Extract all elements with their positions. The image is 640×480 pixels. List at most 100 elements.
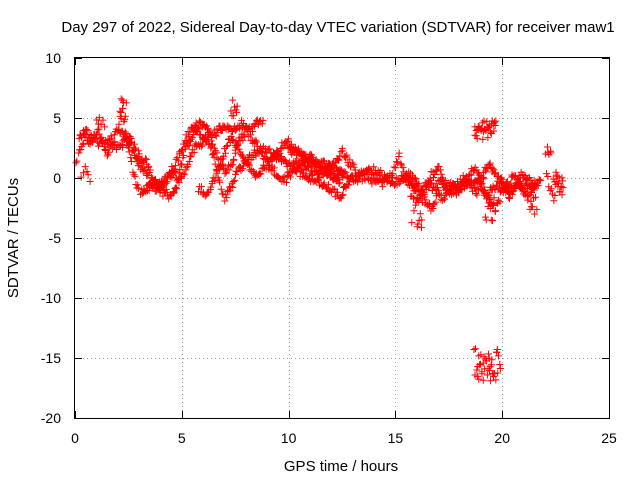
data-point xyxy=(119,127,127,135)
data-point xyxy=(490,118,498,126)
data-point xyxy=(340,168,348,176)
data-point xyxy=(156,182,164,190)
data-point xyxy=(477,178,485,186)
data-point xyxy=(476,179,484,187)
data-point xyxy=(484,165,492,173)
data-point xyxy=(221,170,229,178)
data-point xyxy=(448,191,456,199)
data-point xyxy=(258,120,266,128)
data-point xyxy=(384,173,392,181)
data-point xyxy=(221,149,229,157)
data-point xyxy=(420,190,428,198)
data-point xyxy=(343,151,351,159)
data-point xyxy=(498,175,506,183)
data-point xyxy=(472,189,480,197)
y-tick-label: 0 xyxy=(53,170,61,186)
data-point xyxy=(345,181,353,189)
data-point xyxy=(393,158,401,166)
data-point xyxy=(418,216,426,224)
data-point xyxy=(180,151,188,159)
data-point xyxy=(505,193,513,201)
data-point xyxy=(426,176,434,184)
data-point xyxy=(134,155,142,163)
data-point xyxy=(283,172,291,180)
data-point xyxy=(172,184,180,192)
data-point xyxy=(167,171,175,179)
data-point xyxy=(485,367,493,375)
data-point xyxy=(137,162,145,170)
data-point xyxy=(406,175,414,183)
data-point xyxy=(324,181,332,189)
data-point xyxy=(252,138,260,146)
data-point xyxy=(473,366,481,374)
data-point xyxy=(558,174,566,182)
data-point xyxy=(338,191,346,199)
data-point xyxy=(206,130,214,138)
data-point xyxy=(86,131,94,139)
data-point xyxy=(414,220,422,228)
data-point xyxy=(490,194,498,202)
data-point xyxy=(512,182,520,190)
data-point xyxy=(287,173,295,181)
chart-title: Day 297 of 2022, Sidereal Day-to-day VTE… xyxy=(61,19,614,36)
data-point xyxy=(285,159,293,167)
data-point xyxy=(436,166,444,174)
data-point xyxy=(237,167,245,175)
data-point xyxy=(508,190,516,198)
data-point xyxy=(101,147,109,155)
data-point xyxy=(284,135,292,143)
data-point xyxy=(316,174,324,182)
data-point xyxy=(471,345,479,353)
data-point xyxy=(466,170,474,178)
data-point xyxy=(495,179,503,187)
data-point xyxy=(181,170,189,178)
data-point xyxy=(182,164,190,172)
data-point xyxy=(479,135,487,143)
data-point xyxy=(337,148,345,156)
data-point xyxy=(211,174,219,182)
data-point xyxy=(449,190,457,198)
data-point xyxy=(486,128,494,136)
data-point xyxy=(186,128,194,136)
data-point xyxy=(185,132,193,140)
data-point xyxy=(145,186,153,194)
data-point xyxy=(497,174,505,182)
data-point xyxy=(494,352,502,360)
data-point xyxy=(165,195,173,203)
data-point xyxy=(185,158,193,166)
data-point xyxy=(263,154,271,162)
data-point xyxy=(252,136,260,144)
data-point xyxy=(395,149,403,157)
data-point xyxy=(183,136,191,144)
data-point xyxy=(266,145,274,153)
data-point xyxy=(155,186,163,194)
data-point xyxy=(95,114,103,122)
data-point xyxy=(377,166,385,174)
data-point xyxy=(171,162,179,170)
data-point xyxy=(379,183,387,191)
data-point xyxy=(528,203,536,211)
data-point xyxy=(478,174,486,182)
data-point xyxy=(135,150,143,158)
data-point xyxy=(77,173,85,181)
data-point xyxy=(390,163,398,171)
data-point xyxy=(531,210,539,218)
data-point xyxy=(432,198,440,206)
data-point xyxy=(489,164,497,172)
data-point xyxy=(510,187,518,195)
data-point xyxy=(228,135,236,143)
data-point xyxy=(129,146,137,154)
data-point xyxy=(259,149,267,157)
x-tick-label: 15 xyxy=(388,430,404,446)
data-point xyxy=(142,155,150,163)
data-point xyxy=(257,170,265,178)
data-point xyxy=(522,176,530,184)
data-point xyxy=(269,155,277,163)
data-point xyxy=(281,157,289,165)
data-point xyxy=(231,176,239,184)
data-point xyxy=(108,134,116,142)
data-point xyxy=(132,180,140,188)
data-point xyxy=(456,175,464,183)
data-point xyxy=(97,133,105,141)
